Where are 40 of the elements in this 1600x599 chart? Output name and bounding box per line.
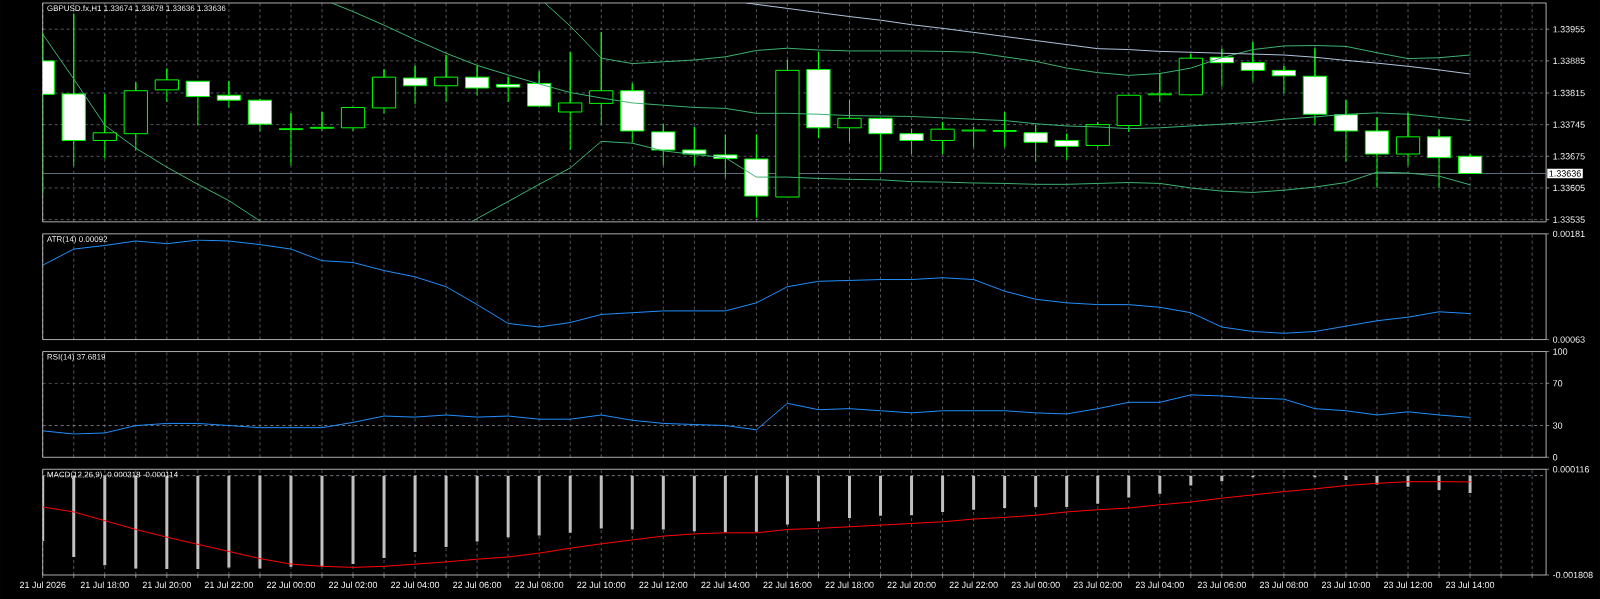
y-tick-label: 0.000116 — [1552, 466, 1590, 473]
x-tick-label: 23 Jul 00:00 — [1011, 581, 1060, 589]
y-tick-label: 100 — [1553, 348, 1568, 355]
x-tick-label: 22 Jul 18:00 — [825, 581, 874, 589]
y-tick-label: 1.33815 — [1553, 89, 1585, 97]
x-tick-label: 21 Jul 20:00 — [142, 581, 191, 589]
y-tick-label: -0.001808 — [1553, 571, 1593, 579]
x-tick-label: 22 Jul 02:00 — [328, 581, 378, 589]
y-tick-label: 1.33605 — [1553, 184, 1585, 192]
y-tick-label: 1.33535 — [1553, 216, 1585, 223]
x-tick-label: 23 Jul 12:00 — [1384, 581, 1433, 589]
y-tick-label: 70 — [1553, 380, 1563, 387]
y-tick-label: 0.00063 — [1552, 336, 1585, 343]
x-tick-label: 22 Jul 20:00 — [887, 581, 936, 589]
x-tick-label: 22 Jul 12:00 — [639, 581, 688, 589]
x-tick-label: 23 Jul 02:00 — [1073, 581, 1122, 589]
x-tick-label: 21 Jul 2026 — [19, 581, 66, 589]
ref-line-label: 1.33636 — [1549, 170, 1581, 177]
y-tick-label: 1.33745 — [1553, 121, 1585, 128]
x-tick-label: 23 Jul 10:00 — [1321, 581, 1371, 589]
y-tick-label: 1.33885 — [1553, 57, 1585, 65]
y-tick-label: 1.33955 — [1553, 26, 1585, 33]
y-tick-label: 0 — [1552, 454, 1558, 461]
x-tick-label: 22 Jul 04:00 — [391, 581, 440, 589]
x-tick-label: 23 Jul 08:00 — [1259, 581, 1309, 589]
x-tick-label: 22 Jul 10:00 — [577, 581, 626, 589]
x-tick-label: 23 Jul 14:00 — [1446, 581, 1495, 589]
x-tick-label: 21 Jul 18:00 — [80, 581, 129, 589]
x-tick-label: 23 Jul 06:00 — [1197, 581, 1246, 589]
x-tick-label: 22 Jul 06:00 — [453, 581, 502, 589]
x-tick-label: 22 Jul 08:00 — [515, 581, 564, 589]
y-tick-label: 0.00181 — [1552, 230, 1585, 238]
y-tick-label: 1.33675 — [1553, 153, 1585, 160]
x-tick-label: 22 Jul 22:00 — [949, 581, 998, 589]
x-tick-label: 23 Jul 04:00 — [1135, 581, 1184, 589]
x-tick-label: 21 Jul 22:00 — [204, 581, 254, 589]
x-tick-label: 22 Jul 14:00 — [701, 581, 750, 589]
y-tick-label: 30 — [1552, 422, 1563, 429]
x-tick-label: 22 Jul 00:00 — [266, 581, 316, 589]
x-tick-label: 22 Jul 16:00 — [763, 581, 812, 589]
